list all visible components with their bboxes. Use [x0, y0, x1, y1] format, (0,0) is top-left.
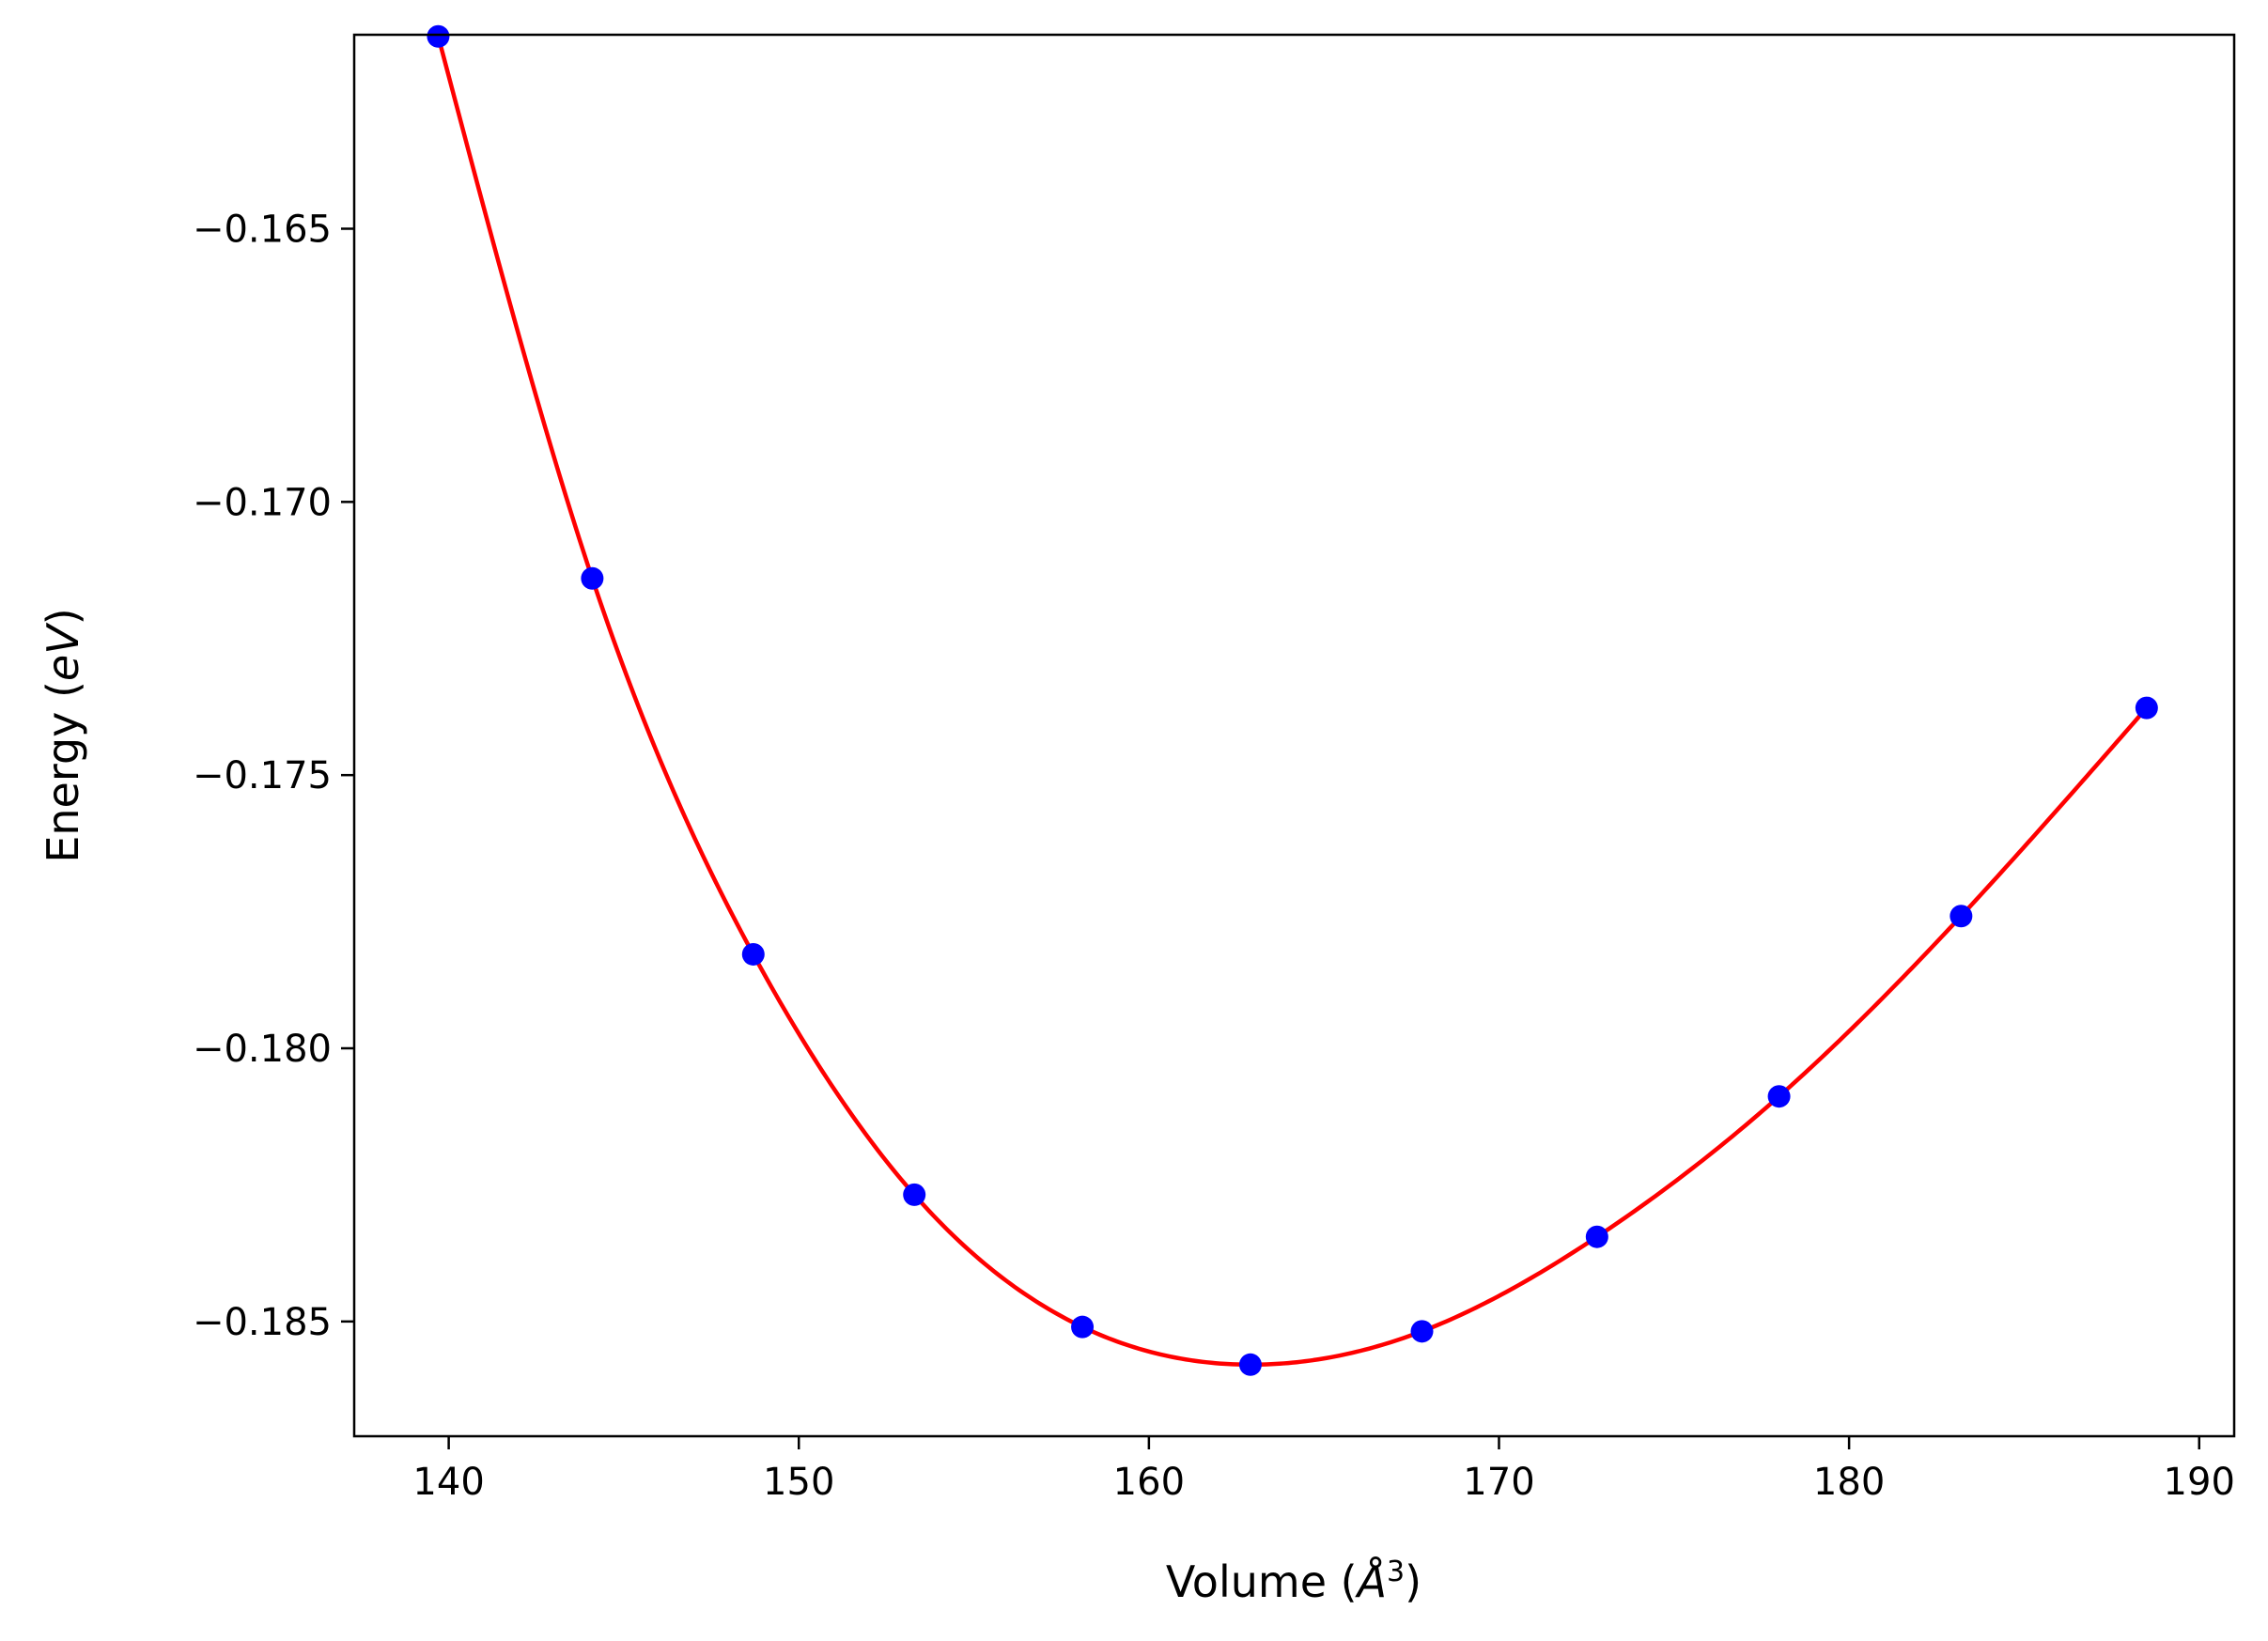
data-point [903, 1183, 926, 1206]
data-point [741, 942, 765, 966]
fit-curve-line [436, 36, 2149, 1368]
y-tick-label: −0.175 [193, 754, 332, 797]
y-tick-label: −0.185 [193, 1301, 332, 1344]
data-point [1410, 1320, 1434, 1343]
x-axis-ticks: 140 150 160 170 180 190 [412, 1436, 2235, 1504]
y-tick-label: −0.170 [193, 481, 332, 524]
x-axis-title: Volume (Å3) [1166, 1556, 1421, 1608]
x-tick-label: 160 [1113, 1461, 1185, 1504]
fit-curve-layer [436, 36, 2149, 1368]
x-tick-label: 170 [1463, 1461, 1534, 1504]
data-point [581, 566, 604, 590]
x-tick-label: 190 [2164, 1461, 2235, 1504]
x-tick-label: 180 [1813, 1461, 1885, 1504]
plot-frame [352, 33, 2236, 1438]
y-axis-ticks: −0.165 −0.170 −0.175 −0.180 −0.185 [193, 208, 354, 1344]
y-tick-label: −0.165 [193, 208, 332, 251]
y-axis-title: Energy (eV) [38, 608, 88, 862]
data-point [1767, 1085, 1791, 1108]
data-point [1238, 1353, 1262, 1376]
x-tick-label: 150 [763, 1461, 834, 1504]
y-tick-label: −0.180 [193, 1028, 332, 1071]
data-points-layer [427, 24, 2158, 1376]
data-point [1071, 1315, 1095, 1339]
data-point [2135, 696, 2158, 720]
data-point [427, 24, 450, 48]
data-point [1585, 1225, 1608, 1248]
data-point [1950, 905, 1973, 928]
x-tick-label: 140 [412, 1461, 484, 1504]
